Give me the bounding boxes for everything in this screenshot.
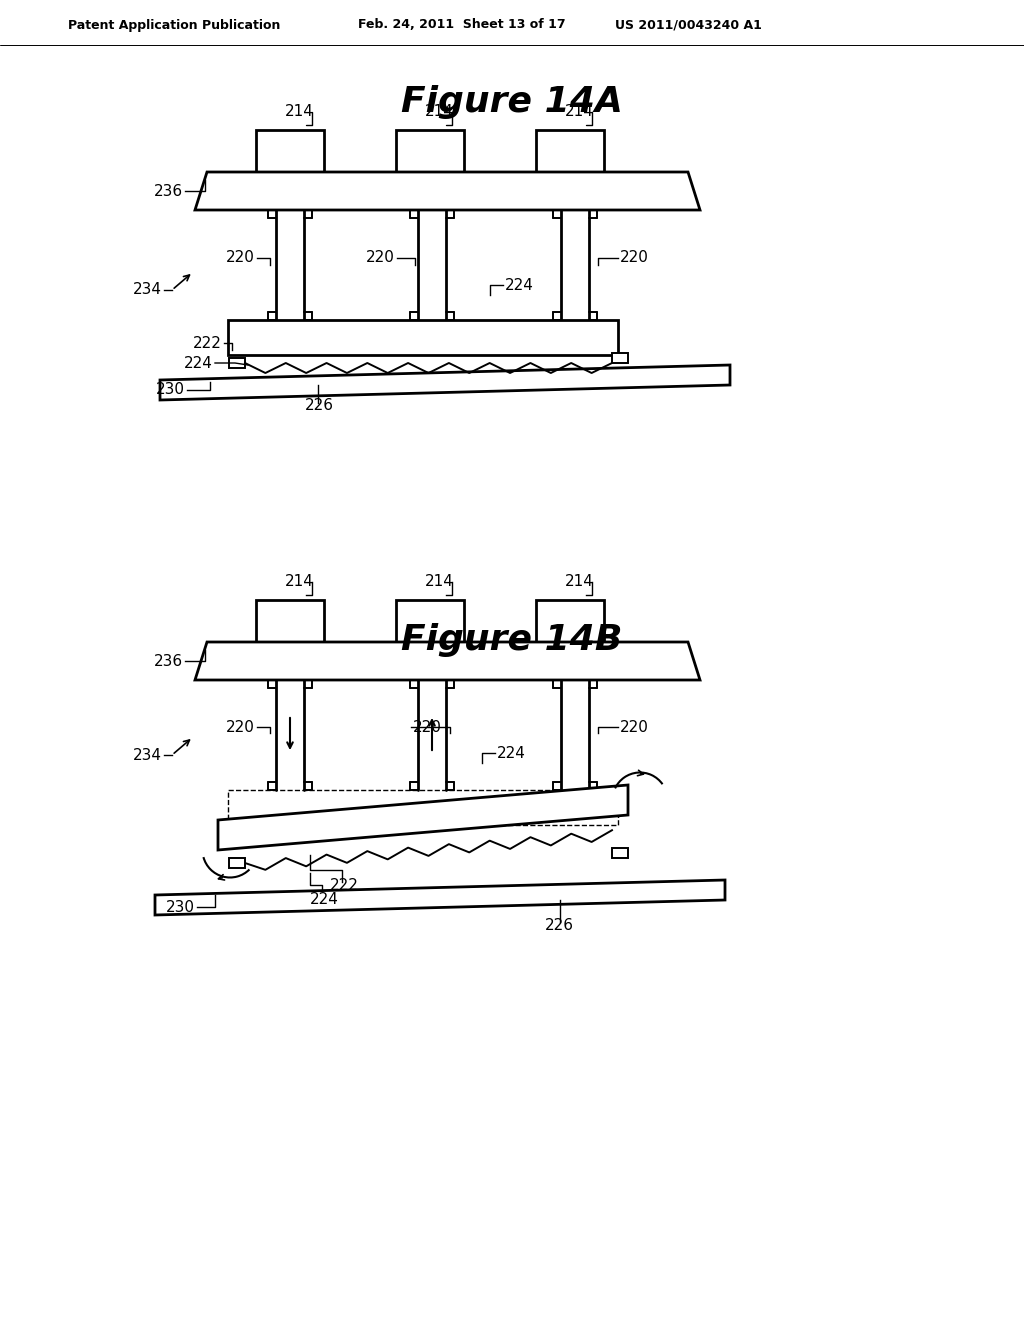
Bar xyxy=(228,319,618,355)
Bar xyxy=(612,847,628,858)
Text: 220: 220 xyxy=(620,251,649,265)
Text: Feb. 24, 2011  Sheet 13 of 17: Feb. 24, 2011 Sheet 13 of 17 xyxy=(358,18,565,32)
Bar xyxy=(536,601,604,642)
Text: 220: 220 xyxy=(413,719,442,734)
Text: 220: 220 xyxy=(620,719,649,734)
Text: 230: 230 xyxy=(156,383,185,397)
Text: 220: 220 xyxy=(367,251,395,265)
Text: 236: 236 xyxy=(154,653,183,668)
Text: 226: 226 xyxy=(305,397,334,412)
Text: 226: 226 xyxy=(545,917,574,932)
Bar xyxy=(228,789,618,825)
Text: Patent Application Publication: Patent Application Publication xyxy=(68,18,281,32)
Polygon shape xyxy=(195,642,700,680)
Text: 214: 214 xyxy=(285,104,314,120)
Text: 220: 220 xyxy=(226,719,255,734)
Text: Figure 14B: Figure 14B xyxy=(401,623,623,657)
Text: 234: 234 xyxy=(133,282,162,297)
Text: 234: 234 xyxy=(133,747,162,763)
Bar xyxy=(536,129,604,172)
Polygon shape xyxy=(160,366,730,400)
Text: 214: 214 xyxy=(425,574,454,590)
Polygon shape xyxy=(218,785,628,850)
Bar xyxy=(256,129,324,172)
Bar xyxy=(256,601,324,642)
Text: 222: 222 xyxy=(194,335,222,351)
Text: 224: 224 xyxy=(497,746,526,760)
Bar xyxy=(396,129,464,172)
Text: 230: 230 xyxy=(166,899,195,915)
Text: 214: 214 xyxy=(425,104,454,120)
Bar xyxy=(229,858,245,869)
Text: 214: 214 xyxy=(565,574,594,590)
Bar xyxy=(396,601,464,642)
Text: 214: 214 xyxy=(565,104,594,120)
Text: 214: 214 xyxy=(285,574,314,590)
Polygon shape xyxy=(195,172,700,210)
Polygon shape xyxy=(155,880,725,915)
Text: 224: 224 xyxy=(505,277,534,293)
Text: 236: 236 xyxy=(154,183,183,198)
Text: Figure 14A: Figure 14A xyxy=(401,84,623,119)
Text: 222: 222 xyxy=(330,878,358,892)
Text: 224: 224 xyxy=(310,892,339,908)
Text: 220: 220 xyxy=(226,251,255,265)
Text: 224: 224 xyxy=(184,355,213,371)
Bar xyxy=(612,352,628,363)
Text: US 2011/0043240 A1: US 2011/0043240 A1 xyxy=(615,18,762,32)
Bar xyxy=(229,358,245,368)
